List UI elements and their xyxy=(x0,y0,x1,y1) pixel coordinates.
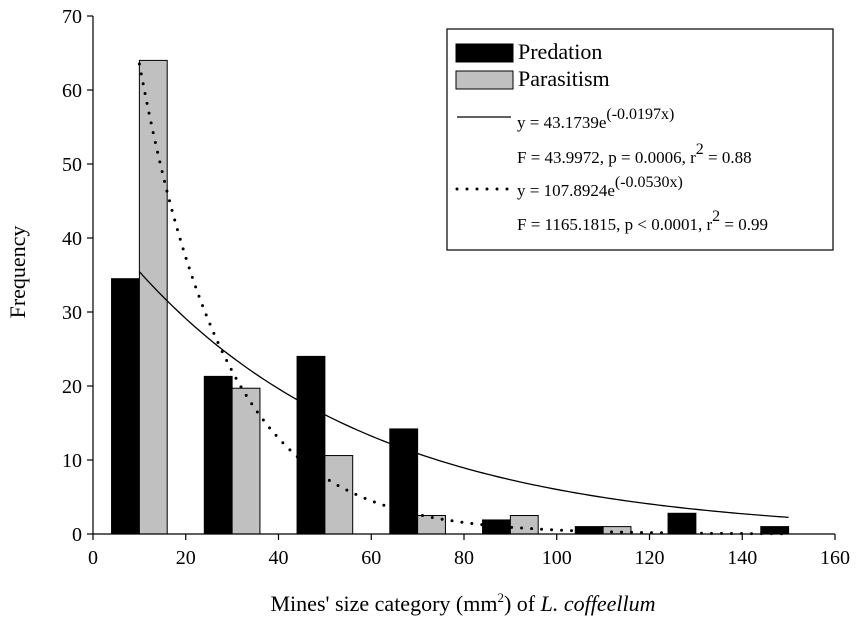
bar-parasitism xyxy=(231,387,261,535)
x-tick-label: 40 xyxy=(269,547,289,569)
x-axis-label-main: Mines' size category (mm xyxy=(271,591,498,616)
legend-equation-parasitism-base: y = 107.8924e xyxy=(517,181,615,200)
legend-stats-parasitism-post: = 0.99 xyxy=(720,215,768,234)
bars-layer xyxy=(111,59,790,535)
y-tick-label: 40 xyxy=(62,228,82,250)
legend-swatch-parasitism xyxy=(455,70,514,90)
y-tick-label: 60 xyxy=(62,80,82,102)
bar-parasitism xyxy=(324,455,354,535)
legend-swatch-predation xyxy=(455,43,514,63)
bar-parasitism xyxy=(138,59,168,535)
fit-curve-solid xyxy=(138,271,789,519)
y-tick-label: 50 xyxy=(62,154,82,176)
y-tick-label: 30 xyxy=(62,302,82,324)
legend-label-parasitism: Parasitism xyxy=(518,66,610,91)
x-axis-label-sup: 2 xyxy=(497,590,504,605)
legend-stats-predation: F = 43.9972, p = 0.0006, r2 = 0.88 xyxy=(517,141,752,167)
legend-equation-parasitism-exp: (-0.0530x) xyxy=(615,174,683,191)
legend: Predation Parasitism y = 43.1739e(-0.019… xyxy=(446,28,834,251)
x-tick-label: 120 xyxy=(635,547,665,569)
fit-curves-layer xyxy=(137,62,791,536)
y-axis-label: Frequency xyxy=(5,226,30,319)
x-tick-label: 60 xyxy=(361,547,381,569)
y-tick-label: 70 xyxy=(62,6,82,28)
legend-stats-parasitism-sup: 2 xyxy=(712,208,720,225)
bar-predation xyxy=(111,278,140,535)
legend-stats-predation-post: = 0.88 xyxy=(704,148,752,167)
x-tick-label: 0 xyxy=(88,547,98,569)
x-tick-label: 140 xyxy=(727,547,757,569)
y-tick-label: 10 xyxy=(62,450,82,472)
legend-equation-predation-base: y = 43.1739e xyxy=(517,113,606,132)
legend-stats-predation-pre: F = 43.9972, p = 0.0006, r xyxy=(517,148,696,167)
legend-equation-parasitism: y = 107.8924e(-0.0530x) xyxy=(517,174,683,200)
bar-predation xyxy=(203,375,233,535)
legend-box xyxy=(446,28,834,251)
fit-curve-dotted xyxy=(137,62,791,536)
legend-stats-predation-sup: 2 xyxy=(696,141,704,158)
legend-stats-parasitism: F = 1165.1815, p < 0.0001, r2 = 0.99 xyxy=(517,208,768,234)
bar-predation xyxy=(482,519,511,535)
x-tick-label: 160 xyxy=(820,547,850,569)
x-tick-label: 100 xyxy=(542,547,572,569)
x-tick-label: 80 xyxy=(454,547,474,569)
legend-label-predation: Predation xyxy=(518,39,602,64)
bar-parasitism xyxy=(602,526,632,535)
x-axis-label: Mines' size category (mm2) of L. coffeel… xyxy=(271,590,656,616)
y-tick-label: 0 xyxy=(72,524,82,546)
x-tick-label: 20 xyxy=(176,547,196,569)
bar-predation xyxy=(760,526,790,535)
bar-predation xyxy=(574,526,604,535)
bar-parasitism xyxy=(509,515,539,535)
bar-predation xyxy=(296,355,326,535)
legend-equation-predation: y = 43.1739e(-0.0197x) xyxy=(517,106,674,132)
ticks-layer: 0 20 40 60 80 100 120 140 160 0 10 20 30 40 50 60 70 xyxy=(62,6,850,569)
legend-equation-predation-exp: (-0.0197x) xyxy=(606,106,674,123)
bar-predation xyxy=(667,512,697,535)
x-axis-label-mid: ) of xyxy=(504,591,541,616)
legend-stats-parasitism-pre: F = 1165.1815, p < 0.0001, r xyxy=(517,215,712,234)
x-axis-label-species: L. coffeellum xyxy=(540,591,656,616)
y-tick-label: 20 xyxy=(62,376,82,398)
